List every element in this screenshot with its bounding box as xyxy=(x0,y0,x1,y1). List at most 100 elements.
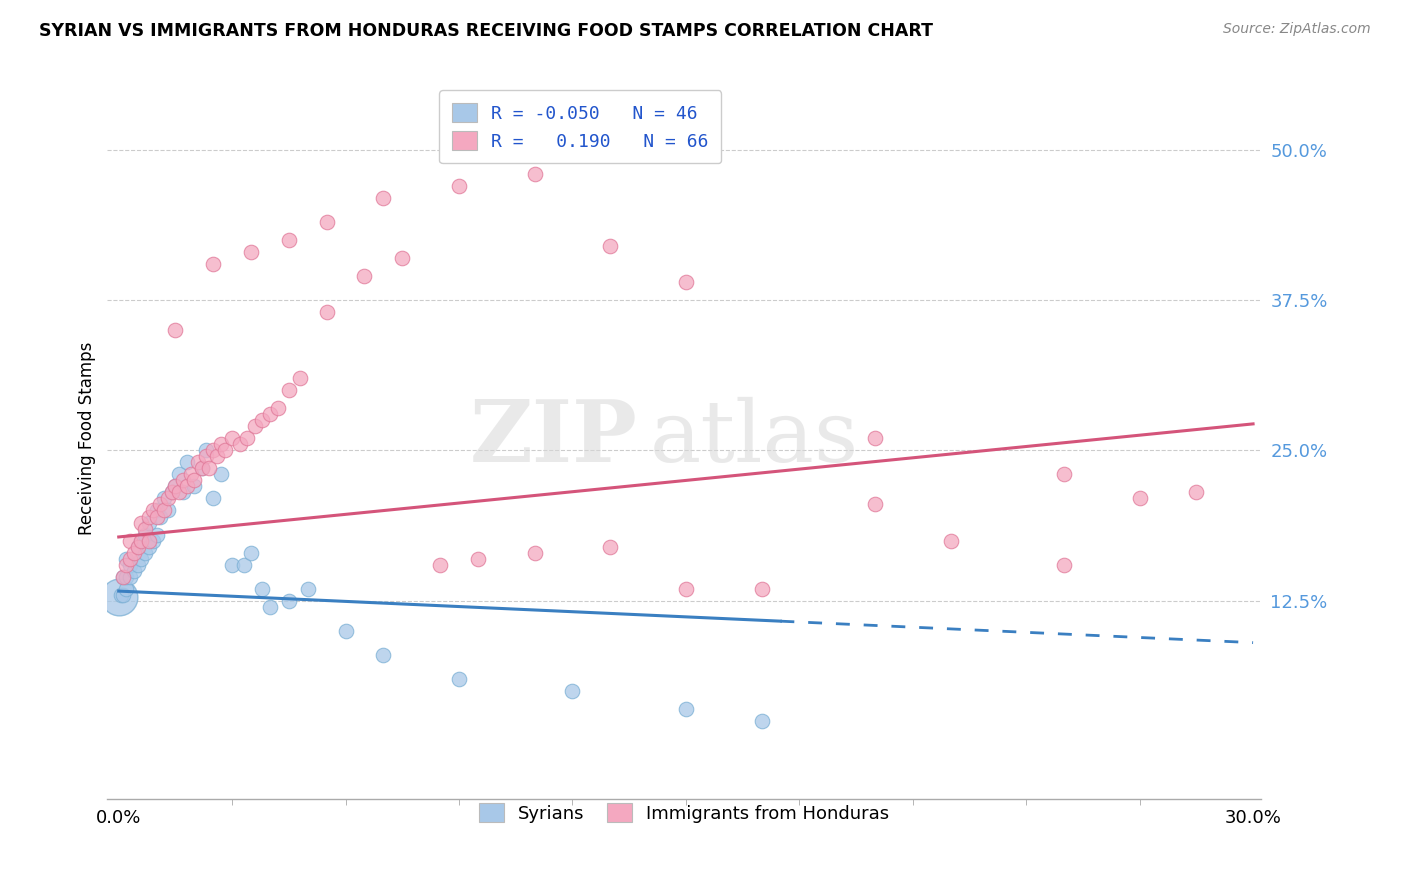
Point xyxy=(373,648,395,662)
Point xyxy=(221,558,243,572)
Point xyxy=(172,485,194,500)
Point xyxy=(675,275,697,289)
Point xyxy=(467,551,489,566)
Point xyxy=(111,569,134,583)
Point xyxy=(266,401,288,416)
Point xyxy=(172,474,194,488)
Point xyxy=(751,714,773,728)
Point xyxy=(153,503,176,517)
Point xyxy=(1053,558,1076,572)
Point xyxy=(167,485,190,500)
Point xyxy=(675,702,697,716)
Point xyxy=(138,509,160,524)
Point xyxy=(176,479,198,493)
Point xyxy=(153,491,176,506)
Point xyxy=(122,564,145,578)
Point xyxy=(228,437,250,451)
Point xyxy=(120,558,142,572)
Point xyxy=(252,413,274,427)
Point xyxy=(142,533,165,548)
Point xyxy=(1053,467,1076,482)
Point xyxy=(297,582,319,596)
Point xyxy=(863,431,886,445)
Point xyxy=(183,479,205,493)
Point xyxy=(110,588,132,602)
Point xyxy=(145,527,167,541)
Point xyxy=(523,545,546,559)
Point xyxy=(221,431,243,445)
Point xyxy=(120,533,142,548)
Point xyxy=(373,191,395,205)
Point xyxy=(209,437,232,451)
Y-axis label: Receiving Food Stamps: Receiving Food Stamps xyxy=(79,342,96,535)
Point xyxy=(751,582,773,596)
Point xyxy=(127,558,149,572)
Point xyxy=(232,558,254,572)
Point xyxy=(939,533,962,548)
Point xyxy=(187,455,209,469)
Point xyxy=(353,268,375,283)
Point xyxy=(277,593,299,607)
Point xyxy=(1185,485,1208,500)
Point xyxy=(599,540,621,554)
Point xyxy=(115,569,138,583)
Point xyxy=(191,461,214,475)
Point xyxy=(145,503,167,517)
Point xyxy=(236,431,259,445)
Point xyxy=(122,545,145,559)
Point xyxy=(561,684,583,698)
Point xyxy=(111,588,134,602)
Point xyxy=(138,516,160,530)
Text: SYRIAN VS IMMIGRANTS FROM HONDURAS RECEIVING FOOD STAMPS CORRELATION CHART: SYRIAN VS IMMIGRANTS FROM HONDURAS RECEI… xyxy=(39,22,934,40)
Point xyxy=(447,178,470,193)
Point xyxy=(243,419,266,434)
Point xyxy=(131,533,153,548)
Point xyxy=(111,569,134,583)
Point xyxy=(277,233,299,247)
Point xyxy=(391,251,413,265)
Text: ZIP: ZIP xyxy=(470,396,638,480)
Point xyxy=(209,467,232,482)
Point xyxy=(315,215,337,229)
Point xyxy=(115,582,138,596)
Point xyxy=(115,558,138,572)
Point xyxy=(315,305,337,319)
Point xyxy=(202,443,225,458)
Point xyxy=(447,672,470,686)
Point xyxy=(240,244,263,259)
Point xyxy=(429,558,451,572)
Point xyxy=(277,383,299,397)
Point xyxy=(198,461,221,475)
Point xyxy=(183,474,205,488)
Text: atlas: atlas xyxy=(650,397,859,480)
Point xyxy=(160,485,183,500)
Point xyxy=(194,450,217,464)
Point xyxy=(165,323,187,337)
Point xyxy=(191,461,214,475)
Legend: Syrians, Immigrants from Honduras: Syrians, Immigrants from Honduras xyxy=(471,796,897,830)
Point xyxy=(138,540,160,554)
Point xyxy=(252,582,274,596)
Point xyxy=(120,569,142,583)
Point xyxy=(156,503,179,517)
Point xyxy=(194,443,217,458)
Point xyxy=(142,503,165,517)
Point xyxy=(115,551,138,566)
Text: Source: ZipAtlas.com: Source: ZipAtlas.com xyxy=(1223,22,1371,37)
Point xyxy=(131,533,153,548)
Point xyxy=(1129,491,1152,506)
Point xyxy=(107,590,129,604)
Point xyxy=(259,407,281,421)
Point xyxy=(131,551,153,566)
Point xyxy=(180,467,202,482)
Point xyxy=(167,467,190,482)
Point xyxy=(165,479,187,493)
Point xyxy=(214,443,236,458)
Point xyxy=(176,455,198,469)
Point xyxy=(523,167,546,181)
Point xyxy=(259,599,281,614)
Point xyxy=(134,522,156,536)
Point xyxy=(863,498,886,512)
Point xyxy=(127,540,149,554)
Point xyxy=(290,371,312,385)
